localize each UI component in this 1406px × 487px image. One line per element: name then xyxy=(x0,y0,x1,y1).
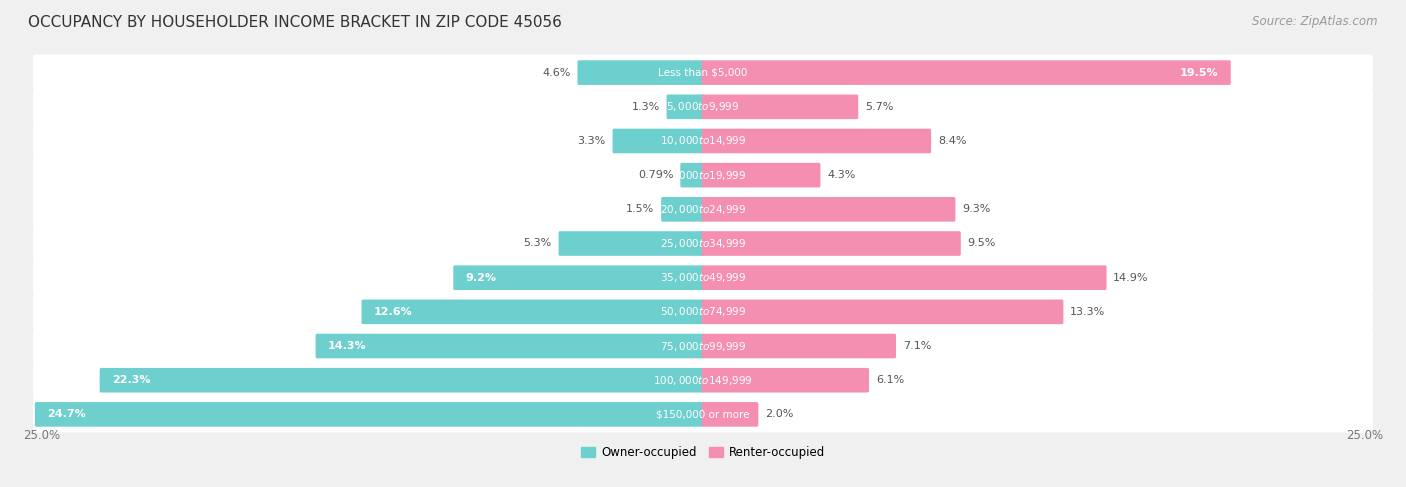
FancyBboxPatch shape xyxy=(702,265,1107,290)
FancyBboxPatch shape xyxy=(32,260,1374,296)
Text: Less than $5,000: Less than $5,000 xyxy=(658,68,748,77)
Text: 3.3%: 3.3% xyxy=(578,136,606,146)
FancyBboxPatch shape xyxy=(666,94,704,119)
Text: 9.5%: 9.5% xyxy=(967,239,995,248)
Text: 12.6%: 12.6% xyxy=(374,307,412,317)
Text: 25.0%: 25.0% xyxy=(22,429,60,442)
FancyBboxPatch shape xyxy=(702,334,896,358)
Text: 25.0%: 25.0% xyxy=(1346,429,1384,442)
FancyBboxPatch shape xyxy=(315,334,704,358)
FancyBboxPatch shape xyxy=(702,197,956,222)
FancyBboxPatch shape xyxy=(32,191,1374,227)
FancyBboxPatch shape xyxy=(558,231,704,256)
FancyBboxPatch shape xyxy=(681,163,704,187)
Text: Source: ZipAtlas.com: Source: ZipAtlas.com xyxy=(1253,15,1378,28)
Text: $25,000 to $34,999: $25,000 to $34,999 xyxy=(659,237,747,250)
FancyBboxPatch shape xyxy=(32,55,1374,91)
Text: $100,000 to $149,999: $100,000 to $149,999 xyxy=(654,374,752,387)
FancyBboxPatch shape xyxy=(702,402,758,427)
Text: $15,000 to $19,999: $15,000 to $19,999 xyxy=(659,169,747,182)
Text: $150,000 or more: $150,000 or more xyxy=(657,410,749,419)
Text: 19.5%: 19.5% xyxy=(1180,68,1219,77)
Text: 4.3%: 4.3% xyxy=(827,170,856,180)
FancyBboxPatch shape xyxy=(361,300,704,324)
Text: $35,000 to $49,999: $35,000 to $49,999 xyxy=(659,271,747,284)
Text: $20,000 to $24,999: $20,000 to $24,999 xyxy=(659,203,747,216)
FancyBboxPatch shape xyxy=(32,89,1374,125)
Text: 0.79%: 0.79% xyxy=(638,170,673,180)
FancyBboxPatch shape xyxy=(100,368,704,393)
FancyBboxPatch shape xyxy=(702,300,1063,324)
Text: 9.2%: 9.2% xyxy=(465,273,496,282)
FancyBboxPatch shape xyxy=(613,129,704,153)
FancyBboxPatch shape xyxy=(661,197,704,222)
Text: 14.9%: 14.9% xyxy=(1114,273,1149,282)
Text: 9.3%: 9.3% xyxy=(962,205,991,214)
FancyBboxPatch shape xyxy=(702,368,869,393)
Text: 1.3%: 1.3% xyxy=(631,102,659,112)
FancyBboxPatch shape xyxy=(32,294,1374,330)
Text: 22.3%: 22.3% xyxy=(112,375,150,385)
FancyBboxPatch shape xyxy=(32,225,1374,262)
Text: 5.7%: 5.7% xyxy=(865,102,893,112)
FancyBboxPatch shape xyxy=(702,231,960,256)
Text: 6.1%: 6.1% xyxy=(876,375,904,385)
FancyBboxPatch shape xyxy=(32,396,1374,432)
Text: 1.5%: 1.5% xyxy=(626,205,654,214)
Text: 14.3%: 14.3% xyxy=(328,341,367,351)
Text: OCCUPANCY BY HOUSEHOLDER INCOME BRACKET IN ZIP CODE 45056: OCCUPANCY BY HOUSEHOLDER INCOME BRACKET … xyxy=(28,15,562,30)
Text: 4.6%: 4.6% xyxy=(543,68,571,77)
FancyBboxPatch shape xyxy=(32,328,1374,364)
FancyBboxPatch shape xyxy=(32,123,1374,159)
Text: $10,000 to $14,999: $10,000 to $14,999 xyxy=(659,134,747,148)
FancyBboxPatch shape xyxy=(702,60,1230,85)
Text: 2.0%: 2.0% xyxy=(765,410,793,419)
FancyBboxPatch shape xyxy=(702,163,821,187)
Text: $5,000 to $9,999: $5,000 to $9,999 xyxy=(666,100,740,113)
Text: 5.3%: 5.3% xyxy=(523,239,551,248)
FancyBboxPatch shape xyxy=(702,129,931,153)
Text: 24.7%: 24.7% xyxy=(46,410,86,419)
FancyBboxPatch shape xyxy=(35,402,704,427)
Legend: Owner-occupied, Renter-occupied: Owner-occupied, Renter-occupied xyxy=(576,441,830,464)
Text: $75,000 to $99,999: $75,000 to $99,999 xyxy=(659,339,747,353)
Text: 8.4%: 8.4% xyxy=(938,136,966,146)
FancyBboxPatch shape xyxy=(32,157,1374,193)
FancyBboxPatch shape xyxy=(578,60,704,85)
FancyBboxPatch shape xyxy=(453,265,704,290)
FancyBboxPatch shape xyxy=(32,362,1374,398)
FancyBboxPatch shape xyxy=(702,94,858,119)
Text: 13.3%: 13.3% xyxy=(1070,307,1105,317)
Text: 7.1%: 7.1% xyxy=(903,341,931,351)
Text: $50,000 to $74,999: $50,000 to $74,999 xyxy=(659,305,747,318)
